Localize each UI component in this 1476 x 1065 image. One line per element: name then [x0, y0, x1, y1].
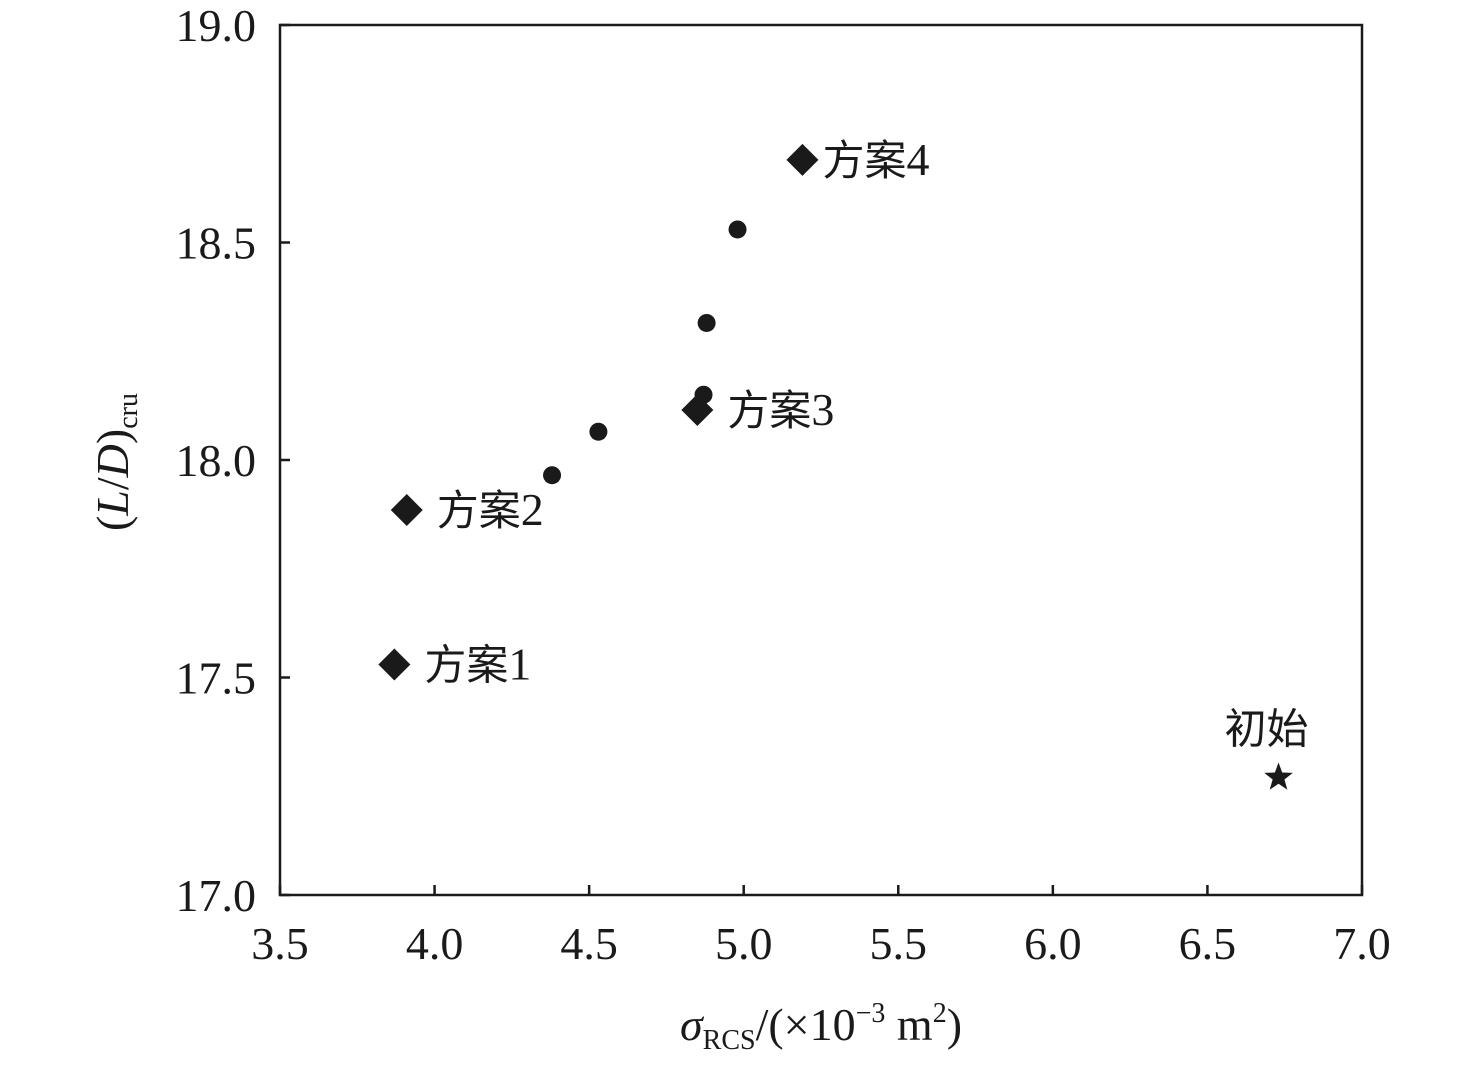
- circle-point-1: [589, 422, 608, 441]
- data-marks: [378, 143, 1293, 790]
- point-label-text: 方案: [437, 486, 521, 535]
- y-tick-label-0: 17.0: [176, 870, 257, 921]
- y-axis-label-slash: /: [87, 477, 138, 490]
- star-point-0: [1264, 762, 1293, 790]
- x-tick-label-6: 6.5: [1179, 918, 1237, 969]
- circle-point-3: [697, 313, 716, 332]
- diamond-point-3: [786, 143, 819, 176]
- x-axis-label-close: ): [947, 999, 962, 1050]
- y-axis-label-d: D: [87, 444, 138, 478]
- x-tick-label-4: 5.5: [870, 918, 928, 969]
- x-axis-label-rest: /(×10: [756, 999, 856, 1050]
- x-axis-label-unit-exponent: 2: [933, 998, 947, 1029]
- x-axis: 3.5 4.0 4.5 5.0 5.5 6.0 6.5 7.0: [251, 885, 1391, 969]
- point-label-2-0: 初始: [1225, 705, 1309, 754]
- y-tick-label-1: 17.5: [176, 653, 257, 704]
- y-axis-label-l: L: [87, 490, 138, 517]
- x-tick-label-1: 4.0: [406, 918, 464, 969]
- diamond-point-2: [681, 393, 714, 426]
- x-tick-label-3: 5.0: [715, 918, 773, 969]
- point-label-number: 2: [521, 484, 544, 535]
- x-axis-label: σRCS/(×10−3 m2): [680, 998, 962, 1056]
- x-tick-label-2: 4.5: [560, 918, 618, 969]
- y-axis-label-close: ): [87, 429, 138, 444]
- x-axis-label-exponent: −3: [856, 998, 886, 1029]
- point-label-1-2: 方案3: [727, 384, 834, 435]
- y-tick-label-4: 19.0: [176, 0, 257, 51]
- point-label-text: 方案: [424, 640, 508, 689]
- x-tick-label-5: 6.0: [1024, 918, 1082, 969]
- x-axis-label-subscript: RCS: [703, 1025, 756, 1056]
- y-axis-label-subscript: cru: [113, 393, 144, 429]
- circle-point-4: [728, 220, 747, 239]
- y-tick-label-2: 18.0: [176, 435, 257, 486]
- point-label-number: 3: [811, 384, 834, 435]
- point-label-text: 方案: [727, 386, 811, 435]
- x-tick-label-7: 7.0: [1333, 918, 1391, 969]
- x-tick-label-0: 3.5: [251, 918, 309, 969]
- circle-point-0: [543, 466, 562, 485]
- point-label-number: 1: [508, 638, 531, 689]
- point-label-text: 方案: [822, 136, 906, 185]
- point-label-text: 初始: [1225, 705, 1309, 754]
- point-label-1-3: 方案4: [822, 134, 929, 185]
- plot-frame: [278, 23, 1364, 897]
- point-label-1-0: 方案1: [424, 638, 531, 689]
- y-tick-label-3: 18.5: [176, 218, 257, 269]
- diamond-point-1: [390, 494, 423, 527]
- point-label-1-1: 方案2: [437, 484, 544, 535]
- point-label-number: 4: [906, 134, 929, 185]
- y-axis-label: (L/D)cru: [87, 393, 144, 531]
- y-axis-label-open: (: [87, 516, 138, 531]
- diamond-point-0: [378, 648, 411, 681]
- x-axis-label-symbol: σ: [680, 999, 705, 1050]
- x-axis-label-unit: m: [885, 999, 933, 1050]
- y-axis: 17.0 17.5 18.0 18.5 19.0: [176, 0, 290, 921]
